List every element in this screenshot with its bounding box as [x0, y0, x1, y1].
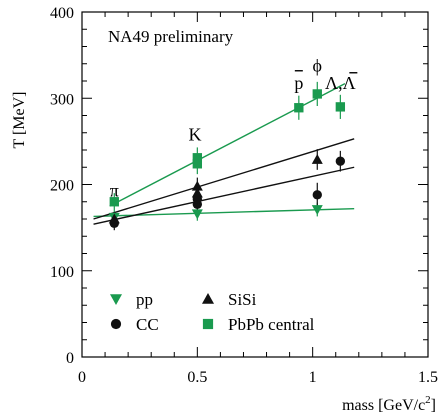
tick-labels: 0 0.5 1 1.5 0 100 200 300 400 [50, 5, 438, 386]
square-marker [294, 103, 304, 113]
legend-label: pp [136, 290, 153, 309]
triangle-up-marker [191, 180, 203, 191]
triangle-down-marker [191, 209, 203, 220]
triangle-up-marker [191, 187, 203, 198]
triangle-up-marker [108, 213, 120, 224]
square-marker [109, 197, 119, 207]
y-tick-label: 200 [50, 178, 74, 195]
circle-marker [110, 318, 122, 330]
particle-label: p [294, 73, 303, 93]
circle-marker [335, 156, 346, 166]
x-tick-label: 0.5 [187, 369, 207, 386]
legend-label: SiSi [228, 290, 257, 309]
y-tick-label: 300 [50, 91, 74, 108]
square-marker [192, 159, 203, 169]
square-marker [312, 89, 322, 99]
axis-ticks [81, 11, 429, 358]
legend-label: CC [136, 315, 159, 334]
legend-label: PbPb central [228, 315, 315, 334]
particle-label: K [189, 125, 202, 145]
triangle-up-marker [311, 153, 323, 164]
x-axis-label-superscript: 2 [425, 394, 431, 406]
fit-lines [93, 82, 355, 225]
x-tick-label: 1.5 [418, 369, 438, 386]
x-axis-label-main: mass [GeV/c [342, 397, 425, 414]
x-tick-label: 0 [78, 369, 86, 386]
y-axis-label: T [MeV] [11, 91, 28, 148]
y-tick-label: 100 [50, 264, 74, 281]
particle-label: π [110, 181, 119, 201]
x-axis-label: mass [GeV/c2] [342, 394, 436, 414]
y-tick-label: 0 [66, 350, 74, 367]
fit-line [93, 166, 355, 225]
fit-line [109, 82, 346, 207]
y-tick-label: 400 [50, 5, 74, 22]
chart-annotation: NA49 preliminary [108, 27, 234, 46]
square-marker [192, 153, 203, 163]
triangle-down-marker [311, 205, 323, 216]
particle-label: ϕ [313, 56, 322, 76]
square-marker [335, 102, 346, 112]
triangle-up-marker [202, 293, 214, 304]
square-marker [202, 318, 214, 330]
x-tick-label: 1 [309, 369, 317, 386]
fit-line [93, 138, 355, 220]
legend: pp CC SiSi PbPb central [110, 290, 315, 334]
circle-marker [312, 190, 322, 200]
triangle-down-marker [110, 294, 122, 305]
particle-label: Λ,Λ [325, 73, 356, 93]
data-markers [108, 89, 346, 228]
x-axis-label-close: ] [431, 397, 436, 414]
